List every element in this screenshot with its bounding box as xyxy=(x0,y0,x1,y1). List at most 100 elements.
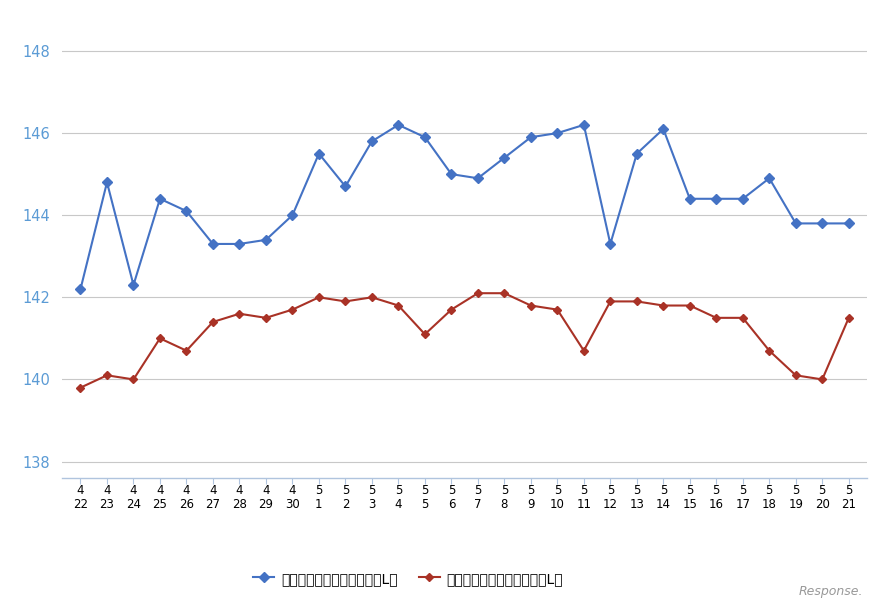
レギュラー看板価格（円／L） xyxy=(632,150,643,157)
レギュラー看板価格（円／L） xyxy=(817,220,827,227)
Text: 10: 10 xyxy=(550,499,565,511)
Text: 2: 2 xyxy=(342,499,350,511)
レギュラー看板価格（円／L） xyxy=(446,171,457,178)
レギュラー実売価格（円／L） xyxy=(737,314,748,321)
レギュラー看板価格（円／L） xyxy=(605,240,616,247)
Text: 12: 12 xyxy=(603,499,618,511)
レギュラー実売価格（円／L） xyxy=(817,376,827,383)
レギュラー実売価格（円／L） xyxy=(790,371,801,379)
レギュラー実売価格（円／L） xyxy=(605,298,616,305)
レギュラー実売価格（円／L） xyxy=(446,306,457,313)
レギュラー看板価格（円／L） xyxy=(366,138,377,145)
Text: 5: 5 xyxy=(421,484,428,497)
レギュラー看板価格（円／L） xyxy=(128,281,139,289)
レギュラー看板価格（円／L） xyxy=(235,240,245,247)
Text: 4: 4 xyxy=(104,484,111,497)
レギュラー看板価格（円／L） xyxy=(684,195,695,203)
Text: 26: 26 xyxy=(179,499,194,511)
レギュラー看板価格（円／L） xyxy=(790,220,801,227)
Text: 20: 20 xyxy=(815,499,830,511)
Text: 5: 5 xyxy=(659,484,667,497)
Text: 5: 5 xyxy=(342,484,349,497)
Text: 5: 5 xyxy=(739,484,746,497)
レギュラー看板価格（円／L） xyxy=(658,125,669,132)
レギュラー実売価格（円／L） xyxy=(473,290,483,297)
Text: 5: 5 xyxy=(368,484,375,497)
レギュラー看板価格（円／L） xyxy=(181,208,192,215)
Text: 4: 4 xyxy=(289,484,296,497)
Text: 3: 3 xyxy=(368,499,375,511)
Text: 16: 16 xyxy=(709,499,724,511)
Text: 25: 25 xyxy=(152,499,167,511)
Text: 9: 9 xyxy=(527,499,535,511)
Line: レギュラー実売価格（円／L）: レギュラー実売価格（円／L） xyxy=(78,290,851,390)
レギュラー実売価格（円／L） xyxy=(208,318,219,325)
レギュラー実売価格（円／L） xyxy=(632,298,643,305)
Text: 5: 5 xyxy=(315,484,323,497)
レギュラー実売価格（円／L） xyxy=(128,376,139,383)
Text: 14: 14 xyxy=(656,499,671,511)
レギュラー看板価格（円／L） xyxy=(499,154,510,162)
レギュラー実売価格（円／L） xyxy=(658,302,669,309)
Text: 4: 4 xyxy=(77,484,84,497)
レギュラー実売価格（円／L） xyxy=(499,290,510,297)
Text: 22: 22 xyxy=(73,499,88,511)
Text: 4: 4 xyxy=(182,484,190,497)
Text: 4: 4 xyxy=(130,484,137,497)
Text: 4: 4 xyxy=(235,484,243,497)
Text: 17: 17 xyxy=(735,499,750,511)
レギュラー実売価格（円／L） xyxy=(393,302,404,309)
Text: 4: 4 xyxy=(395,499,402,511)
Text: 11: 11 xyxy=(576,499,591,511)
Text: 5: 5 xyxy=(845,484,852,497)
レギュラー実売価格（円／L） xyxy=(526,302,536,309)
Text: Response.: Response. xyxy=(798,585,863,598)
Text: 5: 5 xyxy=(633,484,641,497)
レギュラー看板価格（円／L） xyxy=(340,183,350,190)
Text: 30: 30 xyxy=(285,499,300,511)
レギュラー看板価格（円／L） xyxy=(843,220,854,227)
レギュラー実売価格（円／L） xyxy=(764,347,774,355)
Line: レギュラー看板価格（円／L）: レギュラー看板価格（円／L） xyxy=(77,122,852,293)
Text: 23: 23 xyxy=(99,499,114,511)
レギュラー看板価格（円／L） xyxy=(313,150,324,157)
Text: 19: 19 xyxy=(789,499,804,511)
Text: 5: 5 xyxy=(448,484,455,497)
レギュラー実売価格（円／L） xyxy=(711,314,721,321)
レギュラー実売価格（円／L） xyxy=(181,347,192,355)
レギュラー看板価格（円／L） xyxy=(419,134,430,141)
Text: 1: 1 xyxy=(315,499,323,511)
レギュラー実売価格（円／L） xyxy=(313,293,324,301)
Text: 27: 27 xyxy=(205,499,220,511)
Text: 5: 5 xyxy=(581,484,588,497)
Text: 5: 5 xyxy=(606,484,614,497)
レギュラー看板価格（円／L） xyxy=(552,129,563,137)
Text: 28: 28 xyxy=(232,499,247,511)
レギュラー看板価格（円／L） xyxy=(287,212,297,219)
Text: 8: 8 xyxy=(501,499,508,511)
レギュラー看板価格（円／L） xyxy=(75,286,86,293)
レギュラー実売価格（円／L） xyxy=(366,293,377,301)
Text: 4: 4 xyxy=(262,484,270,497)
レギュラー看板価格（円／L） xyxy=(764,175,774,182)
Text: 5: 5 xyxy=(554,484,561,497)
Text: 5: 5 xyxy=(686,484,694,497)
レギュラー実売価格（円／L） xyxy=(287,306,297,313)
レギュラー実売価格（円／L） xyxy=(260,314,271,321)
Text: 5: 5 xyxy=(501,484,508,497)
Text: 15: 15 xyxy=(682,499,697,511)
Text: 5: 5 xyxy=(421,499,428,511)
レギュラー実売価格（円／L） xyxy=(155,335,165,342)
レギュラー実売価格（円／L） xyxy=(552,306,563,313)
Text: 29: 29 xyxy=(258,499,273,511)
Text: 13: 13 xyxy=(629,499,644,511)
Legend: レギュラー看板価格（円／L）, レギュラー実売価格（円／L）: レギュラー看板価格（円／L）, レギュラー実売価格（円／L） xyxy=(253,572,563,586)
レギュラー看板価格（円／L） xyxy=(393,121,404,128)
Text: 5: 5 xyxy=(712,484,720,497)
Text: 5: 5 xyxy=(527,484,535,497)
レギュラー看板価格（円／L） xyxy=(473,175,483,182)
レギュラー看板価格（円／L） xyxy=(208,240,219,247)
レギュラー看板価格（円／L） xyxy=(155,195,165,203)
レギュラー看板価格（円／L） xyxy=(260,236,271,243)
Text: 5: 5 xyxy=(395,484,402,497)
